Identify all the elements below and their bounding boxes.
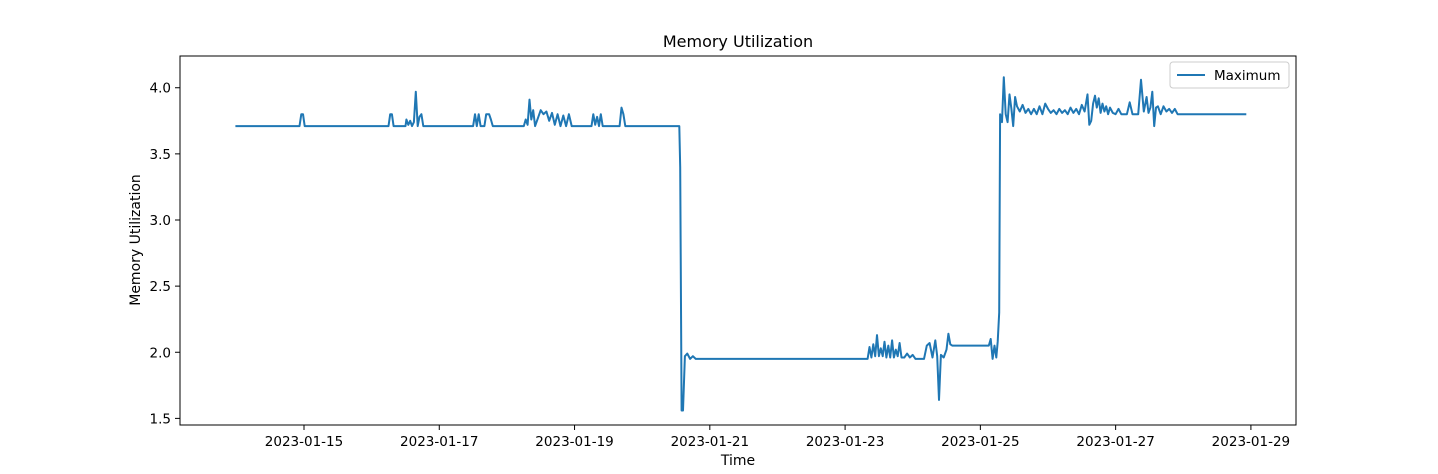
- legend-box: [1169, 61, 1290, 89]
- x-tick-label: 2023-01-17: [400, 434, 478, 450]
- plot-frame: [179, 55, 1297, 426]
- y-tick-label: 3.5: [150, 147, 171, 163]
- legend: Maximum: [1169, 61, 1290, 89]
- y-axis-label: Memory Utilization: [128, 174, 144, 306]
- x-tick-label: 2023-01-25: [941, 434, 1019, 450]
- y-tick-label: 1.5: [150, 411, 171, 427]
- x-tick-label: 2023-01-27: [1076, 434, 1154, 450]
- y-tick-label: 4.0: [150, 81, 171, 97]
- x-tick-label: 2023-01-23: [806, 434, 884, 450]
- legend-label-maximum: Maximum: [1214, 68, 1281, 84]
- x-tick-label: 2023-01-19: [535, 434, 613, 450]
- chart-title: Memory Utilization: [663, 32, 813, 51]
- plot-area: 2023-01-15 2023-01-17 2023-01-19 2023-01-21…: [150, 76, 1290, 450]
- x-tick-label: 2023-01-21: [671, 434, 749, 450]
- x-axis-label: Time: [720, 453, 755, 469]
- series-line-maximum: [235, 76, 1247, 412]
- x-tick-label: 2023-01-15: [265, 434, 343, 450]
- y-tick-label: 2.0: [150, 345, 171, 361]
- y-tick-label: 2.5: [150, 279, 171, 295]
- y-tick-label: 3.0: [150, 213, 171, 229]
- x-tick-label: 2023-01-29: [1212, 434, 1290, 450]
